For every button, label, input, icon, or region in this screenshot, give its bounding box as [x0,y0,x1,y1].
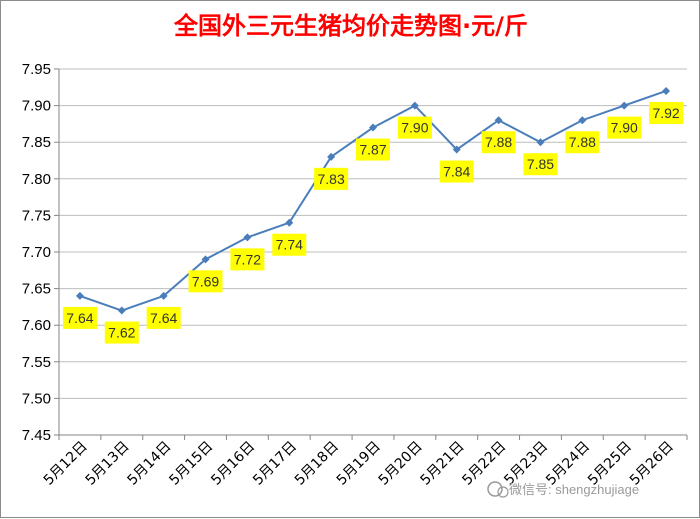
data-label-text: 7.88 [485,134,512,150]
data-point [494,116,503,125]
y-tick-label: 7.95 [22,61,51,78]
y-tick-label: 7.80 [22,171,51,188]
data-label-text: 7.84 [443,164,470,180]
x-tick-label: 5月14日 [124,439,174,489]
data-label-text: 7.83 [318,171,345,187]
data-label-box [356,138,390,161]
data-point [578,116,587,125]
axes [54,68,688,440]
data-label-text: 7.64 [150,310,177,326]
data-label: 7.85 [523,153,558,176]
data-label-box [649,101,684,124]
data-label-text: 7.87 [359,142,386,158]
data-label: 7.90 [607,116,642,139]
data-point [662,86,671,95]
data-label-box [188,270,223,293]
data-point [410,101,419,110]
data-point [369,123,377,132]
data-point [201,255,210,264]
data-label: 7.92 [649,101,684,124]
data-point [75,291,84,300]
data-label: 7.74 [272,233,307,256]
data-label: 7.84 [439,160,474,183]
y-tick-label: 7.75 [22,207,51,224]
data-label-text: 7.69 [192,273,219,289]
data-label: 7.88 [481,131,516,154]
data-labels: 7.64 7.62 7.64 7.69 7.72 7.74 7.83 7.87 7.90 7.84… [62,101,684,344]
data-label-box [397,116,432,139]
x-tick-label: 5月20日 [376,439,426,489]
y-tick-label: 7.50 [22,390,51,407]
data-point [620,101,629,110]
y-tick-label: 7.90 [22,98,51,115]
data-label-box [62,306,97,329]
data-label-box [146,306,181,329]
data-point [243,233,252,242]
wechat-icon [487,481,503,497]
data-label-box [272,233,307,256]
data-label: 7.69 [188,270,223,293]
data-label: 7.88 [565,131,600,154]
data-label-box [607,116,642,139]
data-label: 7.87 [356,138,390,161]
wechat-icon-small [497,486,509,498]
data-label-box [439,160,474,183]
x-tick-label: 5月13日 [83,439,133,489]
y-tick-label: 7.70 [22,244,51,261]
data-label-box [230,248,265,271]
y-tick-label: 7.55 [22,354,51,371]
chart-title: 全国外三元生猪均价走势图·元/斤 [173,12,528,40]
x-tick-label: 5月16日 [208,439,258,489]
data-label-text: 7.88 [569,134,596,150]
x-tick-label: 5月18日 [292,439,342,489]
data-label-text: 7.74 [276,237,303,253]
data-point [536,138,545,147]
y-tick-label: 7.85 [22,134,51,151]
x-tick-label: 5月21日 [418,439,468,489]
data-label: 7.64 [146,306,181,329]
data-label-box [565,131,600,154]
x-tick-label: 5月22日 [459,439,509,489]
data-label-box [523,153,558,176]
data-point [159,291,168,300]
x-tick-label: 5月19日 [334,439,384,489]
data-label-box [104,321,139,344]
data-label: 7.62 [104,321,139,344]
data-label-box [481,131,516,154]
series-line [75,86,671,315]
data-point [285,218,294,227]
data-label: 7.83 [314,167,349,190]
data-label-text: 7.85 [527,156,554,172]
data-point [117,306,126,315]
data-label-text: 7.92 [652,105,679,121]
data-label-text: 7.62 [108,325,135,341]
x-tick-label: 5月15日 [166,439,216,489]
watermark: 微信号: shengzhujiage [487,481,639,498]
y-axis-ticks: 7.45 7.50 7.55 7.60 7.65 7.70 7.75 7.80 7.85 7.90… [22,61,51,444]
data-point [452,145,461,154]
data-label-text: 7.90 [611,120,638,136]
y-tick-label: 7.65 [22,281,51,298]
data-label: 7.72 [230,248,265,271]
data-point [327,152,336,161]
y-tick-label: 7.60 [22,317,51,334]
x-tick-label: 5月12日 [41,439,91,489]
y-tick-label: 7.45 [22,427,51,444]
data-label-text: 7.90 [401,120,428,136]
data-label-text: 7.72 [234,251,261,267]
data-label: 7.64 [62,306,97,329]
watermark-text: 微信号: shengzhujiage [509,482,639,497]
data-label-text: 7.64 [66,310,93,326]
data-label: 7.90 [397,116,432,139]
x-tick-label: 5月17日 [250,439,300,489]
data-label-box [314,167,349,190]
